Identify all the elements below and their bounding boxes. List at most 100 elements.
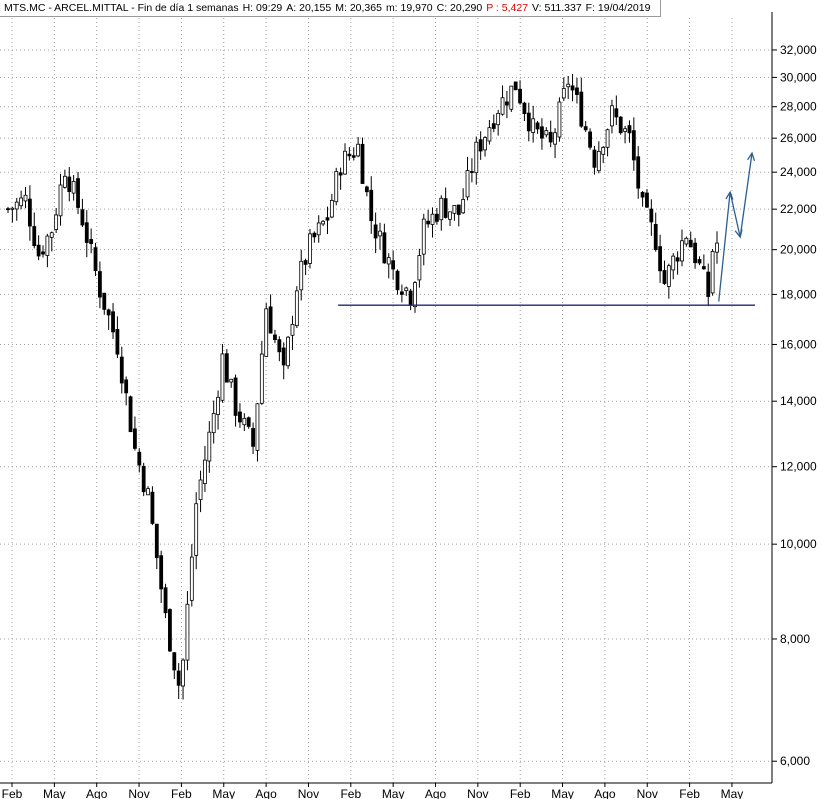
y-tick-label: 20,000 (780, 243, 817, 257)
candle-body (413, 282, 417, 308)
candle-body (154, 523, 159, 559)
candle-body (421, 218, 426, 255)
candle (347, 147, 352, 161)
candle (76, 171, 80, 215)
candle (430, 207, 435, 238)
candle-body (636, 156, 641, 189)
candle (229, 378, 234, 388)
y-tick-label: 18,000 (780, 287, 817, 301)
low-readout: m: 19,970 (385, 2, 433, 14)
candle (500, 85, 505, 116)
candle-body (119, 356, 124, 384)
open-readout: A: 20,155 (286, 2, 332, 14)
candle (316, 215, 321, 243)
grid-layer (0, 18, 772, 783)
candle-body (627, 125, 632, 134)
candle (6, 206, 10, 214)
candle-body (281, 347, 286, 366)
candle-body (426, 220, 431, 225)
candle (220, 343, 225, 403)
candle-body (299, 260, 304, 291)
candle (378, 222, 382, 250)
candle (351, 147, 356, 161)
candle (124, 376, 129, 406)
candle-body (487, 127, 492, 142)
candle (596, 141, 601, 174)
candle (496, 109, 501, 136)
candle (535, 121, 540, 134)
x-tick-label: Nov (637, 787, 658, 799)
candle-body (189, 556, 194, 601)
candle (54, 208, 59, 233)
candle-body (378, 230, 382, 237)
candle-body (364, 186, 369, 193)
candle (382, 223, 387, 264)
candle-body (286, 336, 290, 367)
candle (605, 128, 610, 157)
candle (10, 207, 15, 223)
candle (89, 228, 94, 254)
candle-body (557, 101, 562, 138)
candle (522, 101, 527, 122)
candle (207, 421, 212, 473)
candle-body (84, 222, 89, 243)
candle-body (671, 255, 676, 271)
candle (505, 90, 509, 119)
candle-body (623, 128, 627, 132)
candle (421, 213, 426, 266)
candle (338, 167, 343, 190)
candle (364, 185, 369, 197)
projection-arrow-segment (718, 192, 731, 302)
candle-body (19, 197, 24, 207)
candle-body (194, 503, 199, 556)
x-tick-label: May (43, 787, 66, 799)
candle (329, 193, 334, 219)
candle (666, 263, 671, 299)
candle-body (233, 377, 238, 416)
candle-body (159, 555, 164, 590)
candle-body (150, 491, 155, 524)
candle-body (470, 171, 474, 173)
candle (268, 294, 273, 334)
candle (513, 81, 518, 91)
candle (465, 156, 470, 201)
candle-body (6, 208, 10, 211)
candle-body (592, 149, 597, 168)
candle-body (666, 265, 671, 287)
candle-body (518, 88, 522, 104)
candle (715, 231, 719, 264)
candle (41, 245, 45, 258)
candle-body (277, 339, 282, 353)
candle-body (540, 126, 544, 139)
candle (203, 445, 207, 492)
candle-body (45, 235, 50, 256)
candle (36, 235, 41, 261)
candle-body (111, 311, 115, 333)
candle (610, 99, 614, 134)
candle-body (693, 242, 698, 264)
candle-body (456, 204, 461, 215)
candle (194, 492, 199, 570)
candle-body (618, 116, 623, 134)
candle-body (41, 251, 45, 255)
candle-body (224, 353, 229, 383)
candle-body (146, 488, 150, 496)
candle (185, 591, 190, 671)
candle (255, 402, 260, 462)
candle-body (124, 379, 129, 394)
candle (561, 77, 566, 102)
candle (150, 486, 155, 526)
candle-body (343, 150, 347, 175)
candle-body (229, 378, 234, 383)
candle-body (102, 292, 107, 310)
candle (452, 204, 457, 221)
candle-body (697, 259, 702, 264)
candle (49, 231, 54, 252)
candle (321, 219, 326, 227)
candle (32, 212, 37, 249)
overlay-layer (338, 151, 756, 306)
candle-body (27, 198, 32, 227)
candle-body (535, 122, 540, 130)
